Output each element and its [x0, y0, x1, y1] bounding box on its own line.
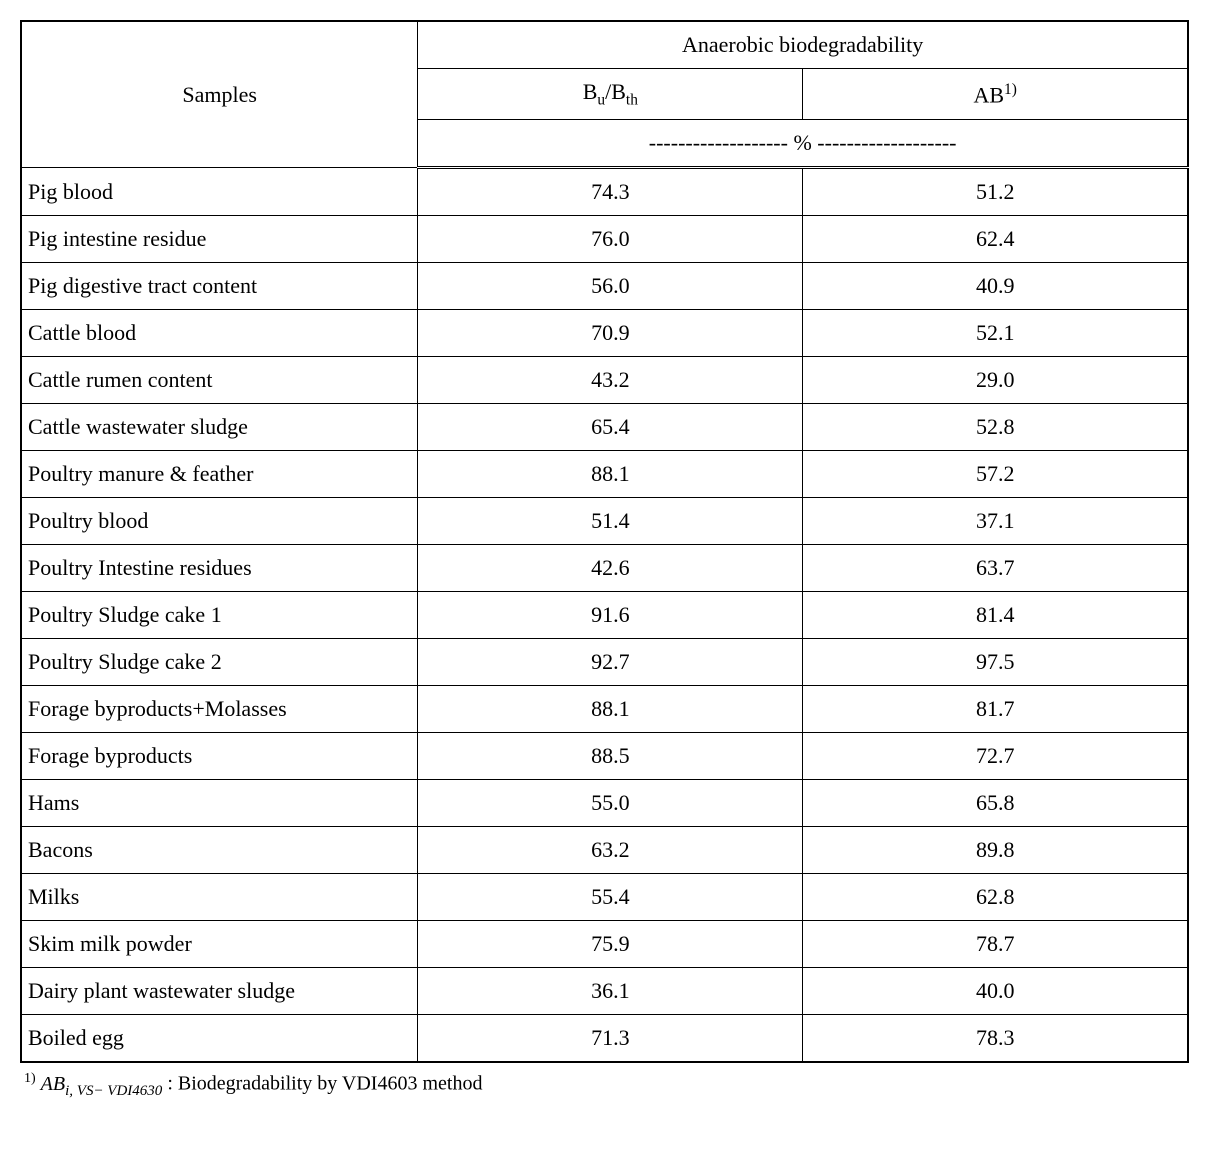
- table-row: Cattle wastewater sludge65.452.8: [21, 404, 1188, 451]
- sample-cell: Poultry Intestine residues: [21, 545, 418, 592]
- ab-cell: 62.4: [803, 216, 1188, 263]
- sample-cell: Cattle wastewater sludge: [21, 404, 418, 451]
- sample-cell: Cattle blood: [21, 310, 418, 357]
- footnote-text: : Biodegradability by VDI4603 method: [167, 1073, 482, 1095]
- ab-cell: 81.4: [803, 592, 1188, 639]
- table-row: Pig digestive tract content56.040.9: [21, 263, 1188, 310]
- table-row: Boiled egg71.378.3: [21, 1015, 1188, 1063]
- ab-cell: 81.7: [803, 686, 1188, 733]
- table-row: Poultry manure & feather88.157.2: [21, 451, 1188, 498]
- sample-cell: Skim milk powder: [21, 921, 418, 968]
- bubth-cell: 74.3: [418, 168, 803, 216]
- sample-cell: Pig blood: [21, 168, 418, 216]
- ab-cell: 65.8: [803, 780, 1188, 827]
- sample-cell: Poultry Sludge cake 2: [21, 639, 418, 686]
- table-row: Poultry blood51.437.1: [21, 498, 1188, 545]
- table-row: Pig blood74.351.2: [21, 168, 1188, 216]
- bubth-cell: 70.9: [418, 310, 803, 357]
- bubth-cell: 43.2: [418, 357, 803, 404]
- bubth-cell: 91.6: [418, 592, 803, 639]
- sample-cell: Hams: [21, 780, 418, 827]
- bubth-cell: 51.4: [418, 498, 803, 545]
- sample-cell: Pig intestine residue: [21, 216, 418, 263]
- header-group: Anaerobic biodegradability: [418, 21, 1188, 69]
- ab-cell: 89.8: [803, 827, 1188, 874]
- bubth-cell: 88.1: [418, 451, 803, 498]
- footnote: 1) ABi, VS− VDI4630 : Biodegradability b…: [20, 1071, 1189, 1100]
- header-percent-row: ------------------- % ------------------…: [418, 120, 1188, 168]
- bubth-cell: 76.0: [418, 216, 803, 263]
- table-row: Poultry Sludge cake 292.797.5: [21, 639, 1188, 686]
- ab-cell: 37.1: [803, 498, 1188, 545]
- bubth-cell: 56.0: [418, 263, 803, 310]
- ab-cell: 52.8: [803, 404, 1188, 451]
- table-row: Hams55.065.8: [21, 780, 1188, 827]
- table-row: Forage byproducts88.572.7: [21, 733, 1188, 780]
- table-row: Milks55.462.8: [21, 874, 1188, 921]
- table-row: Pig intestine residue76.062.4: [21, 216, 1188, 263]
- header-bubth: Bu/Bth: [418, 69, 803, 120]
- table-row: Forage byproducts+Molasses88.181.7: [21, 686, 1188, 733]
- table-row: Bacons63.289.8: [21, 827, 1188, 874]
- ab-cell: 78.7: [803, 921, 1188, 968]
- ab-cell: 78.3: [803, 1015, 1188, 1063]
- table-row: Dairy plant wastewater sludge36.140.0: [21, 968, 1188, 1015]
- sample-cell: Poultry Sludge cake 1: [21, 592, 418, 639]
- sample-cell: Poultry blood: [21, 498, 418, 545]
- table-body: Pig blood74.351.2Pig intestine residue76…: [21, 168, 1188, 1063]
- ab-cell: 51.2: [803, 168, 1188, 216]
- sample-cell: Boiled egg: [21, 1015, 418, 1063]
- bubth-cell: 88.1: [418, 686, 803, 733]
- table-row: Skim milk powder75.978.7: [21, 921, 1188, 968]
- table-row: Poultry Sludge cake 191.681.4: [21, 592, 1188, 639]
- sample-cell: Pig digestive tract content: [21, 263, 418, 310]
- sample-cell: Forage byproducts+Molasses: [21, 686, 418, 733]
- footnote-marker: 1): [24, 1071, 36, 1086]
- bubth-cell: 63.2: [418, 827, 803, 874]
- bubth-cell: 42.6: [418, 545, 803, 592]
- header-ab: AB1): [803, 69, 1188, 120]
- bubth-cell: 55.0: [418, 780, 803, 827]
- bubth-cell: 55.4: [418, 874, 803, 921]
- sample-cell: Dairy plant wastewater sludge: [21, 968, 418, 1015]
- sample-cell: Poultry manure & feather: [21, 451, 418, 498]
- ab-cell: 72.7: [803, 733, 1188, 780]
- bubth-cell: 71.3: [418, 1015, 803, 1063]
- footnote-symbol: ABi, VS− VDI4630: [41, 1073, 163, 1095]
- sample-cell: Forage byproducts: [21, 733, 418, 780]
- bubth-cell: 92.7: [418, 639, 803, 686]
- ab-cell: 57.2: [803, 451, 1188, 498]
- ab-cell: 29.0: [803, 357, 1188, 404]
- ab-cell: 62.8: [803, 874, 1188, 921]
- ab-cell: 52.1: [803, 310, 1188, 357]
- table-row: Poultry Intestine residues42.663.7: [21, 545, 1188, 592]
- table-row: Cattle blood70.952.1: [21, 310, 1188, 357]
- header-samples: Samples: [21, 21, 418, 168]
- bubth-cell: 36.1: [418, 968, 803, 1015]
- biodegradability-table: Samples Anaerobic biodegradability Bu/Bt…: [20, 20, 1189, 1063]
- ab-cell: 40.9: [803, 263, 1188, 310]
- ab-cell: 63.7: [803, 545, 1188, 592]
- sample-cell: Cattle rumen content: [21, 357, 418, 404]
- bubth-cell: 65.4: [418, 404, 803, 451]
- bubth-cell: 75.9: [418, 921, 803, 968]
- sample-cell: Bacons: [21, 827, 418, 874]
- ab-cell: 97.5: [803, 639, 1188, 686]
- bubth-cell: 88.5: [418, 733, 803, 780]
- table-row: Cattle rumen content43.229.0: [21, 357, 1188, 404]
- sample-cell: Milks: [21, 874, 418, 921]
- ab-cell: 40.0: [803, 968, 1188, 1015]
